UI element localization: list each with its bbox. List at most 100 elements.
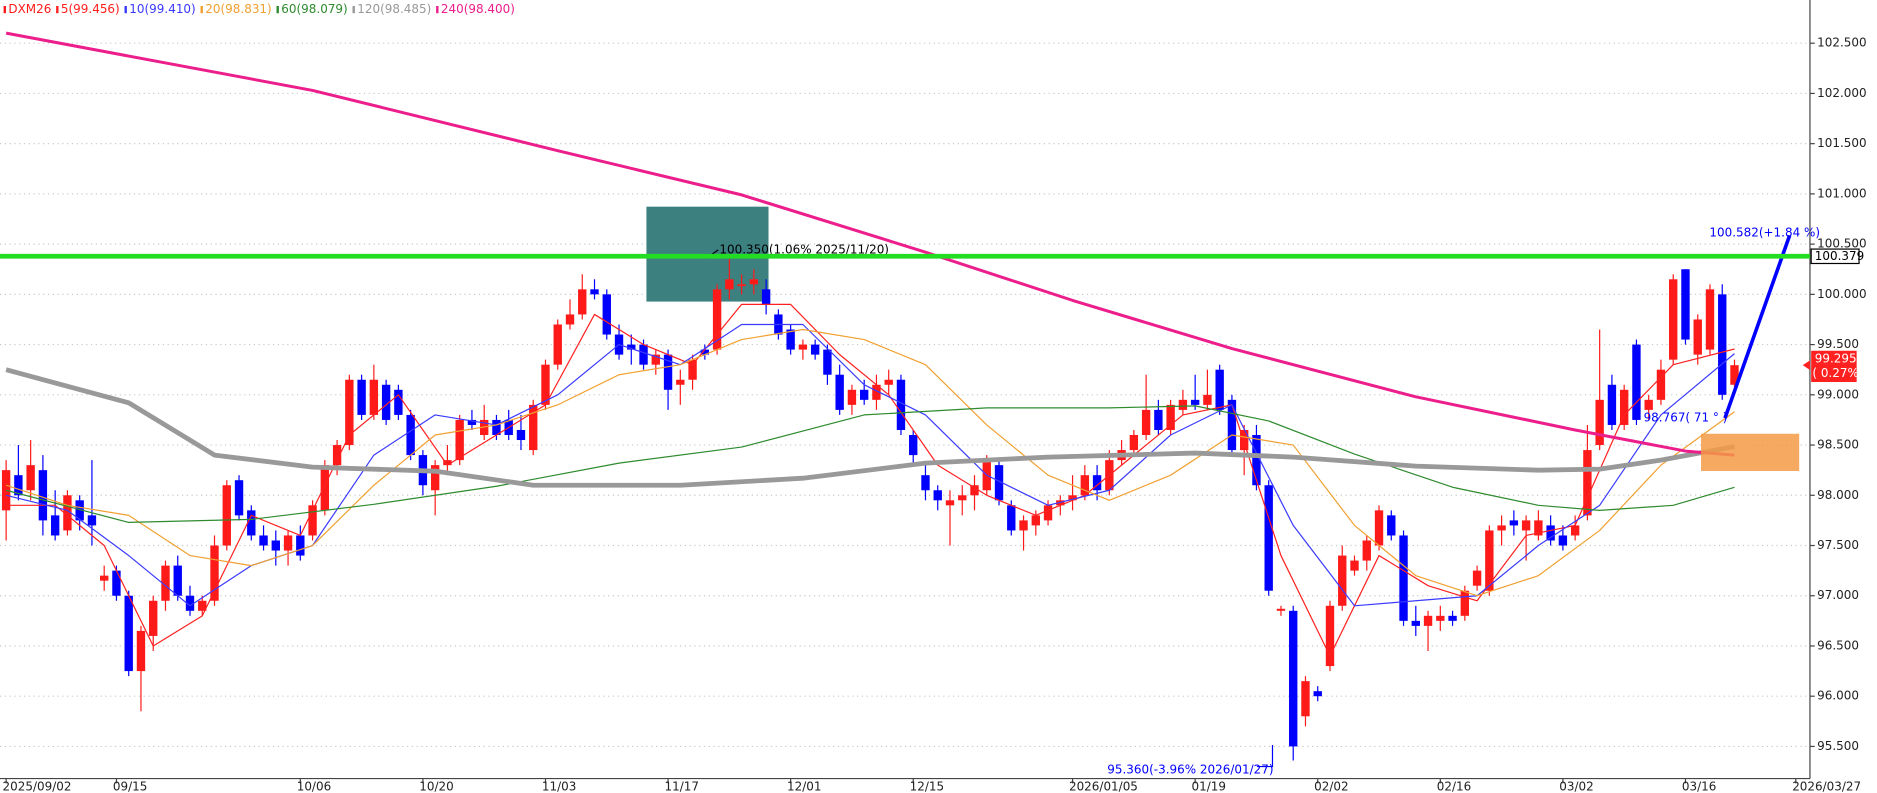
candle-body bbox=[1129, 435, 1139, 451]
x-tick-label: 12/15 bbox=[910, 779, 944, 793]
candle-body bbox=[909, 435, 918, 456]
candle-body bbox=[63, 495, 72, 531]
candle-body bbox=[210, 545, 219, 601]
candle-body bbox=[1632, 344, 1641, 420]
candle-body bbox=[1730, 365, 1739, 385]
candle-body bbox=[516, 429, 526, 441]
candle-body bbox=[394, 389, 403, 415]
candle-body bbox=[688, 359, 697, 380]
candle-body bbox=[1374, 510, 1384, 546]
legend-swatch bbox=[124, 6, 127, 14]
legend: DXM26 5(99.456) 10(99.410) 20(98.831) 60(98.… bbox=[3, 2, 515, 16]
x-tick-label: 02/16 bbox=[1437, 779, 1471, 793]
candle-body bbox=[271, 540, 280, 551]
candle-body bbox=[1019, 520, 1028, 531]
price-change: ( 0.27%) bbox=[1812, 366, 1863, 380]
level-label-box bbox=[1810, 248, 1860, 265]
candle-body bbox=[87, 515, 97, 526]
candle-body bbox=[590, 289, 599, 295]
candle-body bbox=[1497, 525, 1506, 531]
candle-body bbox=[320, 465, 330, 511]
y-tick-label: 102.500 bbox=[1817, 36, 1866, 50]
candle-body bbox=[1264, 485, 1273, 591]
current-price: 99.295 bbox=[1815, 352, 1857, 366]
candle-body bbox=[1619, 389, 1629, 425]
candle-body bbox=[1301, 681, 1310, 717]
y-tick-label: 98.500 bbox=[1817, 438, 1859, 452]
x-tick-label: 11/03 bbox=[542, 779, 576, 793]
legend-label: DXM26 bbox=[8, 2, 51, 16]
y-tick-label: 101.500 bbox=[1817, 136, 1866, 150]
y-tick-label: 100.000 bbox=[1817, 287, 1866, 301]
candle-body bbox=[1436, 615, 1445, 621]
candle-body bbox=[835, 374, 844, 410]
high-annotation: 100.350(1.06% 2025/11/20) bbox=[719, 242, 889, 256]
target-annotation: 100.582(+1.84 %) bbox=[1709, 226, 1820, 240]
legend-label: 60(98.079) bbox=[281, 2, 347, 16]
legend-label: 240(98.400) bbox=[441, 2, 515, 16]
legend-swatch bbox=[436, 6, 439, 14]
candle-body bbox=[958, 495, 967, 501]
angle-annotation: 98.767( 71 ° ) bbox=[1644, 411, 1728, 425]
candle-body bbox=[761, 289, 771, 305]
candle-body bbox=[332, 445, 342, 466]
candle-body bbox=[467, 419, 477, 425]
candle-body bbox=[921, 475, 930, 491]
candle-body bbox=[1031, 515, 1040, 526]
ma-line bbox=[5, 405, 1735, 524]
candle-body bbox=[578, 289, 587, 315]
y-tick-label: 98.000 bbox=[1817, 488, 1859, 502]
candle-body bbox=[38, 470, 48, 521]
ma-line bbox=[6, 303, 1735, 657]
x-tick-label: 03/16 bbox=[1682, 779, 1716, 793]
candle-body bbox=[161, 565, 170, 601]
candle-body bbox=[1362, 540, 1371, 561]
candle-body bbox=[1313, 691, 1322, 697]
plot bbox=[1, 31, 1739, 761]
candle-body bbox=[823, 349, 832, 375]
candle-body bbox=[100, 575, 109, 581]
candle-body bbox=[565, 314, 575, 325]
candle-body bbox=[1669, 279, 1678, 360]
candle-body bbox=[406, 414, 415, 456]
x-tick-label: 03/02 bbox=[1559, 779, 1593, 793]
ma-line bbox=[5, 328, 1735, 597]
legend-label: 5(99.456) bbox=[61, 2, 120, 16]
candle-body bbox=[1583, 450, 1592, 516]
candle-body bbox=[810, 344, 820, 355]
candle-body bbox=[1227, 399, 1237, 451]
candle-body bbox=[651, 354, 660, 365]
candle-body bbox=[1178, 399, 1188, 410]
candle-body bbox=[749, 279, 759, 285]
y-tick-label: 101.000 bbox=[1817, 186, 1866, 200]
x-tick-label: 2026/03/27 bbox=[1792, 779, 1861, 793]
trend-line bbox=[1723, 234, 1792, 419]
candle-body bbox=[1448, 615, 1457, 621]
candle-body bbox=[1387, 515, 1396, 536]
candle-body bbox=[700, 349, 710, 355]
candle-body bbox=[443, 460, 452, 466]
candle-body bbox=[259, 535, 268, 546]
candle-body bbox=[553, 324, 562, 365]
candle-body bbox=[1570, 525, 1580, 536]
target-zone bbox=[1701, 433, 1800, 471]
y-tick-label: 100.500 bbox=[1817, 237, 1866, 251]
candle-body bbox=[712, 289, 722, 350]
x-tick-label: 12/01 bbox=[787, 779, 821, 793]
x-tick-label: 11/17 bbox=[664, 779, 698, 793]
candle-body bbox=[676, 379, 685, 385]
candle-body bbox=[1558, 535, 1568, 546]
ma-line bbox=[5, 367, 1735, 488]
candle-body bbox=[308, 505, 317, 536]
candle-body bbox=[1252, 435, 1261, 486]
candle-body bbox=[1338, 555, 1347, 606]
y-tick-label: 96.000 bbox=[1817, 689, 1859, 703]
candle-body bbox=[1203, 394, 1212, 405]
ma-line bbox=[5, 31, 1735, 457]
candle-body bbox=[1239, 429, 1249, 451]
candle-body bbox=[1644, 399, 1653, 410]
candle-body bbox=[1289, 610, 1298, 747]
x-tick-label: 2026/01/05 bbox=[1069, 779, 1138, 793]
candle-body bbox=[1460, 590, 1470, 616]
candle-body bbox=[639, 344, 648, 365]
